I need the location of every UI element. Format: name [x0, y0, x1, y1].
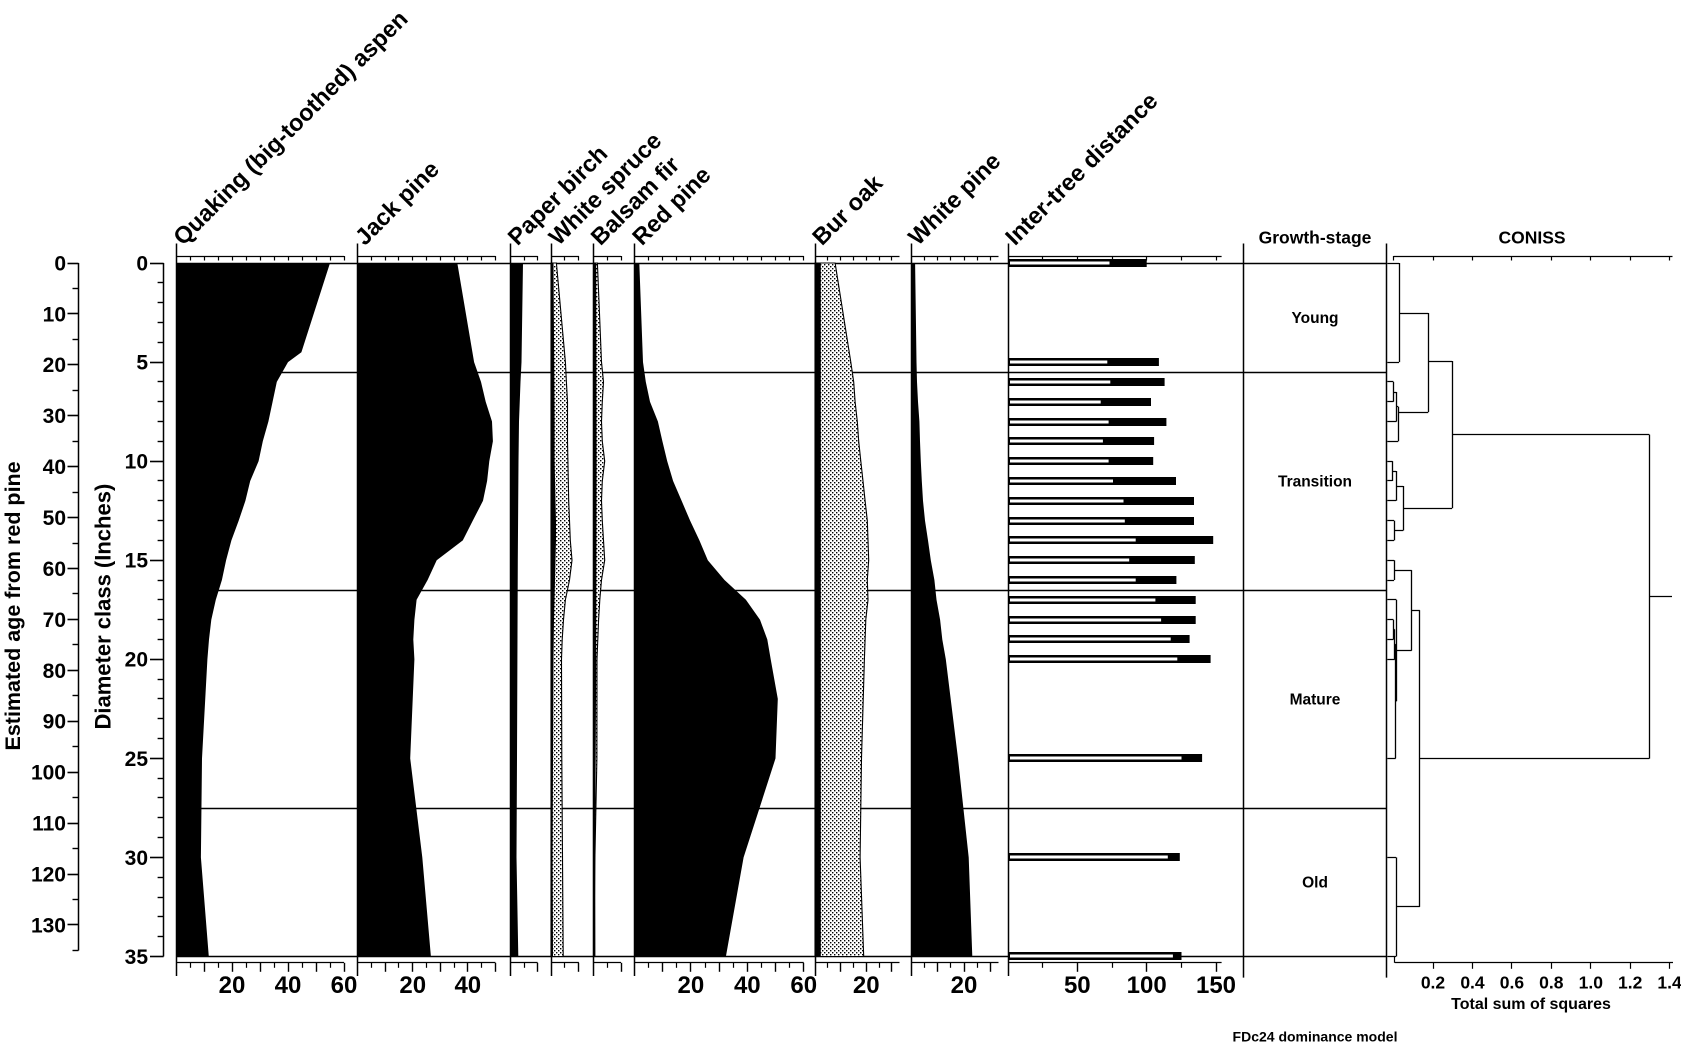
svg-text:1.4: 1.4 — [1657, 973, 1681, 993]
svg-text:30: 30 — [125, 847, 148, 870]
svg-text:110: 110 — [32, 813, 66, 836]
svg-text:40: 40 — [43, 456, 66, 479]
svg-text:130: 130 — [31, 914, 66, 937]
svg-text:Growth-stage: Growth-stage — [1259, 228, 1372, 248]
svg-text:20: 20 — [43, 354, 66, 377]
svg-text:0: 0 — [136, 252, 148, 275]
svg-text:120: 120 — [31, 864, 66, 887]
svg-text:20: 20 — [125, 649, 148, 672]
svg-text:10: 10 — [43, 303, 66, 326]
svg-text:20: 20 — [678, 972, 705, 999]
svg-text:40: 40 — [734, 972, 761, 999]
svg-text:35: 35 — [125, 946, 149, 969]
svg-text:Total sum of squares: Total sum of squares — [1451, 996, 1611, 1013]
svg-text:0.6: 0.6 — [1500, 973, 1525, 993]
svg-text:10: 10 — [125, 451, 148, 474]
svg-text:15: 15 — [125, 550, 149, 573]
svg-text:0.2: 0.2 — [1421, 973, 1446, 993]
svg-text:20: 20 — [853, 972, 880, 999]
svg-text:20: 20 — [399, 972, 426, 999]
svg-text:40: 40 — [275, 972, 302, 999]
svg-text:60: 60 — [331, 972, 358, 999]
svg-text:Old: Old — [1302, 875, 1328, 892]
svg-text:Transition: Transition — [1278, 474, 1352, 491]
svg-text:FDc24 dominance model: FDc24 dominance model — [1233, 1029, 1398, 1045]
svg-text:100: 100 — [1127, 972, 1167, 999]
svg-text:60: 60 — [43, 558, 66, 581]
svg-text:50: 50 — [43, 507, 66, 530]
svg-text:1.0: 1.0 — [1579, 973, 1604, 993]
svg-text:0: 0 — [54, 252, 66, 275]
svg-text:Estimated age from red pine: Estimated age from red pine — [1, 461, 25, 750]
svg-text:0.4: 0.4 — [1460, 973, 1485, 993]
svg-text:Mature: Mature — [1290, 692, 1341, 709]
svg-text:0.8: 0.8 — [1539, 973, 1564, 993]
svg-text:100: 100 — [31, 762, 66, 785]
svg-text:25: 25 — [125, 748, 149, 771]
svg-text:70: 70 — [43, 609, 66, 632]
svg-text:80: 80 — [43, 660, 66, 683]
svg-text:60: 60 — [790, 972, 817, 999]
svg-text:CONISS: CONISS — [1498, 228, 1565, 248]
svg-text:150: 150 — [1196, 972, 1236, 999]
svg-text:30: 30 — [43, 405, 66, 428]
svg-text:Diameter class (Inches): Diameter class (Inches) — [91, 484, 116, 730]
svg-text:50: 50 — [1064, 972, 1091, 999]
svg-text:20: 20 — [219, 972, 246, 999]
svg-text:90: 90 — [43, 711, 66, 734]
svg-text:40: 40 — [454, 972, 481, 999]
svg-text:5: 5 — [136, 352, 148, 375]
svg-text:20: 20 — [951, 972, 978, 999]
svg-text:1.2: 1.2 — [1618, 973, 1643, 993]
svg-text:Young: Young — [1291, 310, 1338, 327]
